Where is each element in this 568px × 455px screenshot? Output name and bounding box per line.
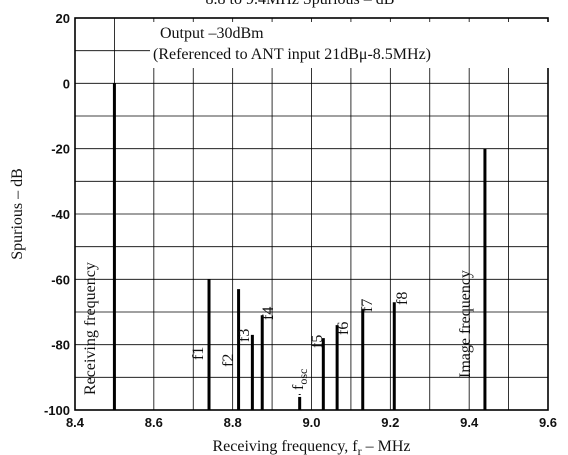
annotation: (Referenced to ANT input 21dBμ-8.5MHz)	[153, 46, 431, 63]
y-tick-label: -40	[51, 207, 70, 222]
plot-frame	[74, 17, 549, 411]
point-label: f1	[190, 347, 207, 360]
x-tick-label: 9.2	[381, 415, 399, 430]
point-label: Receiving frequency	[82, 262, 99, 395]
point-label-sub: osc	[296, 369, 310, 385]
point-label: f6	[335, 322, 352, 335]
y-tick-label: 0	[63, 76, 70, 91]
point-label: f7	[359, 299, 376, 312]
y-tick-label: 20	[56, 11, 70, 26]
y-axis-label: Spurious – dB	[9, 168, 26, 260]
x-tick-label: 9.6	[539, 415, 557, 430]
point-label: Image frequency	[457, 270, 474, 378]
x-tick-label: 8.4	[66, 415, 85, 430]
x-tick-label: 9.4	[460, 415, 479, 430]
point-label: f5	[309, 335, 326, 348]
point-label: f2	[220, 354, 237, 367]
annotation: Output –30dBm	[160, 25, 264, 42]
x-tick-label: 8.8	[224, 415, 242, 430]
y-tick-label: -100	[44, 403, 70, 418]
y-tick-label: -80	[51, 338, 70, 353]
y-tick-label: -20	[51, 142, 70, 157]
annotation-box	[150, 22, 555, 68]
x-axis-label-main: Receiving frequency, f	[212, 438, 358, 455]
point-label: f8	[394, 292, 411, 305]
point-label: f4	[260, 307, 277, 320]
chart-title: 8.8 to 9.4MHz Spurious – dB	[206, 0, 395, 8]
x-tick-label: 8.6	[145, 415, 163, 430]
y-tick-label: -60	[51, 272, 70, 287]
x-axis-label-sub: r	[358, 444, 362, 455]
point-label: fosc	[290, 369, 310, 390]
x-tick-label: 9.0	[302, 415, 320, 430]
x-axis-label: Receiving frequency, fr – MHz	[212, 438, 410, 455]
x-axis-label-unit: – MHz	[362, 438, 411, 455]
point-label: f3	[236, 329, 253, 342]
